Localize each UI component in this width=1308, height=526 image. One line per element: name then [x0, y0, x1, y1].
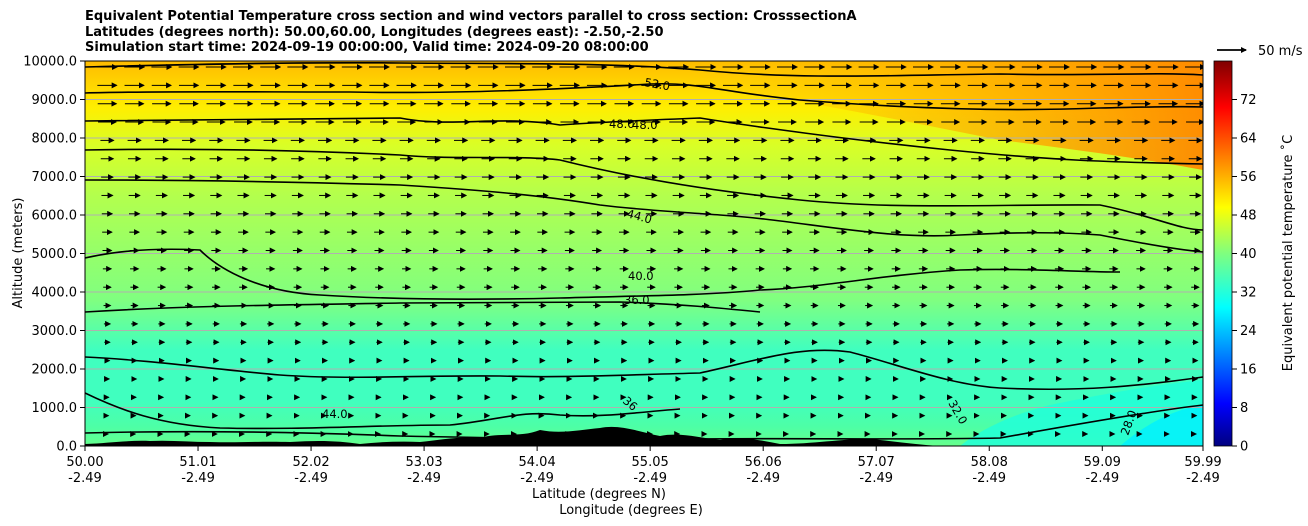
colorbar-tick-label: 56	[1240, 170, 1257, 185]
colorbar-tick-label: 24	[1240, 324, 1257, 339]
colorbar-tick-label: 40	[1240, 247, 1257, 262]
x-tick-label-lat: 56.06	[745, 455, 782, 470]
y-tick-label: 8000.0	[32, 132, 78, 147]
x-tick-label-lat: 57.07	[858, 455, 895, 470]
x-tick-label-lon: -2.49	[1186, 471, 1220, 486]
y-tick-label: 9000.0	[32, 93, 78, 108]
x-axis: 50.00-2.4951.01-2.4952.02-2.4953.03-2.49…	[66, 446, 1222, 486]
wind-vectors	[97, 64, 1203, 437]
contour-label: 44.0	[625, 206, 653, 226]
colorbar-tick-label: 8	[1240, 401, 1248, 416]
x-tick-label-lat: 53.03	[405, 455, 442, 470]
contour-line	[85, 392, 681, 430]
title-line-2: Latitudes (degrees north): 50.00,60.00, …	[85, 24, 664, 40]
x-axis-label: Latitude (degrees N)	[532, 487, 666, 502]
x-tick-label-lat: 50.00	[66, 455, 103, 470]
x-tick-label-lon: -2.49	[1085, 471, 1119, 486]
x-tick-label-lon: -2.49	[972, 471, 1006, 486]
title-line-3: Simulation start time: 2024-09-19 00:00:…	[85, 40, 649, 55]
plot-area	[85, 61, 1203, 446]
x-tick-label-lat: 55.05	[632, 455, 669, 470]
x-tick-label-lat: 59.99	[1184, 455, 1221, 470]
colorbar-tick-label: 32	[1240, 286, 1257, 301]
x-tick-label-lon: -2.49	[181, 471, 215, 486]
contour-line	[85, 61, 1203, 77]
terrain	[85, 426, 940, 446]
y-tick-label: 1000.0	[32, 401, 78, 416]
x-tick-label-lat: 58.08	[971, 455, 1008, 470]
y-tick-label: 2000.0	[32, 363, 78, 378]
x-tick-label-lat: 54.04	[519, 455, 556, 470]
contour-line	[85, 148, 1203, 231]
y-tick-label: 0.0	[56, 440, 77, 455]
x-tick-label-lon: -2.49	[746, 471, 780, 486]
title-line-1: Equivalent Potential Temperature cross s…	[85, 9, 857, 24]
colorbar-tick-label: 16	[1240, 363, 1257, 378]
y-tick-label: 4000.0	[32, 286, 78, 301]
colorbar-label: Equivalent potential temperature ˚C	[1280, 135, 1296, 371]
contour-label: 52.0	[643, 75, 671, 93]
colorbar-tick-label: 64	[1240, 132, 1257, 147]
contour-label: 40.0	[628, 269, 654, 283]
x-tick-label-lon: -2.49	[520, 471, 554, 486]
x-tick-label-lon: -2.49	[407, 471, 441, 486]
x-axis-label-2: Longitude (degrees E)	[559, 503, 703, 518]
quiver-key-label: 50 m/s	[1258, 44, 1303, 59]
y-tick-label: 5000.0	[32, 247, 78, 262]
contour-label: 48.0	[609, 117, 635, 131]
y-axis: 0.0 1000.0 2000.0 3000.0 4000.0 5000.0 6000.0 7…	[23, 55, 85, 455]
colorbar-tick-label: 72	[1240, 93, 1257, 108]
y-tick-label: 6000.0	[32, 209, 78, 224]
x-tick-label-lon: -2.49	[68, 471, 102, 486]
y-axis-label: Altitude (meters)	[11, 198, 26, 309]
colorbar-ticks: 0 8 16 24 32 40 48 56 64 72	[1232, 93, 1257, 455]
contour-label: 44.0	[322, 407, 348, 421]
x-tick-label-lat: 59.09	[1084, 455, 1121, 470]
y-tick-label: 7000.0	[32, 170, 78, 185]
colorbar-tick-label: 48	[1240, 209, 1257, 224]
x-tick-label-lon: -2.49	[294, 471, 328, 486]
contour-line	[85, 349, 1203, 391]
quiver-key: 50 m/s	[1217, 44, 1303, 59]
contour-line	[85, 248, 1121, 301]
chart-title: Equivalent Potential Temperature cross s…	[85, 9, 857, 56]
x-tick-label-lon: -2.49	[859, 471, 893, 486]
contour-label: 36.0	[624, 293, 650, 307]
x-tick-label-lon: -2.49	[633, 471, 667, 486]
colorbar	[1213, 60, 1233, 447]
y-tick-label: 10000.0	[23, 55, 77, 70]
x-tick-label-lat: 51.01	[179, 455, 216, 470]
y-tick-label: 3000.0	[32, 324, 78, 339]
contour-label: 48.0	[632, 118, 658, 132]
colorbar-tick-label: 0	[1240, 440, 1248, 455]
x-tick-label-lat: 52.02	[292, 455, 329, 470]
